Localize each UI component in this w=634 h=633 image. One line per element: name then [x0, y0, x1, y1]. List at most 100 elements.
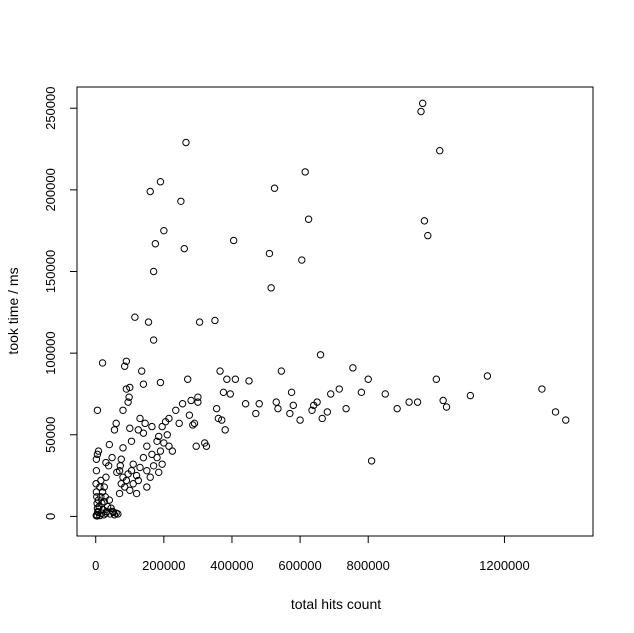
- data-point: [286, 409, 294, 418]
- data-point: [165, 442, 173, 450]
- data-point: [255, 400, 263, 408]
- data-point: [267, 284, 275, 292]
- data-point: [195, 318, 204, 326]
- data-point: [189, 421, 197, 429]
- data-point: [156, 447, 165, 455]
- data-point: [393, 404, 401, 413]
- data-point: [149, 462, 158, 470]
- data-point: [143, 466, 151, 475]
- y-tick-label: 150000: [43, 250, 58, 293]
- data-point: [155, 432, 163, 441]
- data-point: [357, 388, 366, 397]
- data-point: [180, 244, 188, 253]
- x-axis: 0 200000 400000 600000 800000 1200000: [92, 535, 530, 573]
- data-point: [108, 453, 116, 462]
- data-point: [308, 406, 316, 414]
- data-point: [289, 401, 297, 410]
- data-point: [562, 416, 570, 424]
- data-point: [144, 318, 153, 326]
- y-tick-label: 0: [43, 513, 58, 520]
- data-point: [163, 431, 171, 439]
- data-point: [103, 502, 112, 511]
- data-point: [105, 496, 114, 504]
- data-point: [96, 511, 104, 520]
- data-point: [149, 336, 158, 344]
- data-point: [192, 442, 200, 450]
- x-tick-label: 1200000: [479, 558, 530, 573]
- data-point: [122, 357, 131, 365]
- y-axis-title: took time / ms: [5, 267, 21, 354]
- data-point: [119, 444, 127, 452]
- data-point: [413, 398, 422, 406]
- data-point: [115, 466, 124, 475]
- data-point: [93, 450, 102, 459]
- data-point: [296, 416, 304, 424]
- x-tick-label: 600000: [278, 558, 321, 573]
- data-point: [221, 426, 229, 434]
- data-point: [304, 215, 313, 223]
- data-point: [119, 406, 127, 414]
- data-point: [126, 383, 134, 392]
- y-tick-label: 250000: [43, 87, 58, 130]
- data-point: [98, 359, 107, 367]
- data-point: [439, 396, 447, 405]
- data-point: [151, 240, 160, 248]
- data-point: [165, 414, 173, 423]
- data-point: [160, 439, 168, 447]
- data-point: [177, 197, 185, 205]
- data-point: [125, 393, 133, 401]
- y-axis: 0 50000 100000 150000 200000 250000: [43, 87, 78, 520]
- data-point: [117, 455, 125, 463]
- data-point: [442, 403, 451, 411]
- data-point: [231, 375, 240, 383]
- data-point: [126, 486, 134, 494]
- data-point: [114, 510, 122, 518]
- data-point: [419, 99, 427, 108]
- data-point: [223, 375, 231, 383]
- data-point: [194, 398, 202, 406]
- data-point: [132, 489, 141, 498]
- data-point: [432, 375, 441, 383]
- data-point: [92, 455, 101, 463]
- data-point: [349, 364, 357, 372]
- data-point: [129, 460, 137, 468]
- data-point: [420, 217, 429, 225]
- data-point: [153, 453, 161, 462]
- data-point: [226, 390, 234, 398]
- data-point: [146, 187, 154, 196]
- data-point: [93, 512, 101, 520]
- data-point: [483, 372, 492, 380]
- data-point: [298, 256, 306, 264]
- data-point: [270, 184, 279, 192]
- data-point: [124, 470, 132, 478]
- x-tick-label: 800000: [347, 558, 390, 573]
- data-point: [318, 414, 326, 423]
- data-point: [134, 476, 143, 485]
- x-tick-label: 400000: [210, 558, 253, 573]
- data-point: [185, 411, 194, 419]
- data-point: [155, 468, 163, 477]
- data-point: [105, 440, 114, 449]
- data-point: [100, 498, 108, 506]
- data-point: [100, 483, 108, 491]
- data-point: [538, 385, 546, 393]
- data-point: [110, 426, 119, 434]
- data-point: [182, 138, 190, 147]
- data-point: [139, 380, 148, 388]
- x-tick-label: 0: [92, 558, 99, 573]
- data-point: [335, 385, 343, 393]
- data-point: [245, 377, 253, 385]
- y-tick-label: 200000: [43, 168, 58, 211]
- data-point: [265, 249, 274, 258]
- data-point: [129, 480, 137, 488]
- data-point: [160, 226, 168, 235]
- data-point: [143, 483, 151, 491]
- data-point: [194, 393, 202, 401]
- data-point: [274, 404, 282, 413]
- data-point: [551, 408, 560, 416]
- data-point: [112, 419, 120, 428]
- data-point: [149, 267, 158, 276]
- data-points: [92, 99, 570, 520]
- data-point: [126, 424, 134, 432]
